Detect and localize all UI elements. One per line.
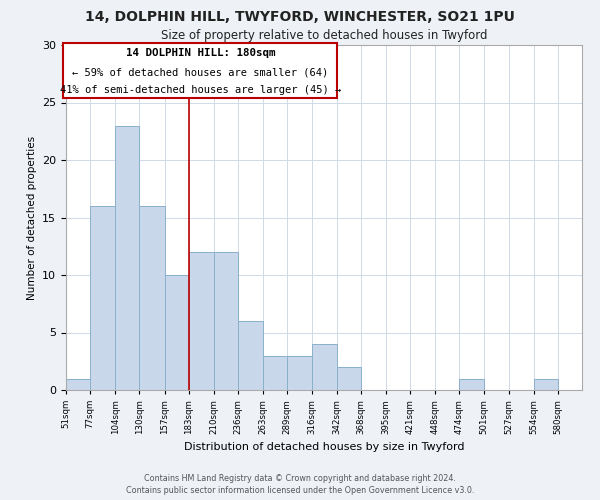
Bar [337, 367, 361, 390]
Text: 14, DOLPHIN HILL, TWYFORD, WINCHESTER, SO21 1PU: 14, DOLPHIN HILL, TWYFORD, WINCHESTER, S… [85, 10, 515, 24]
FancyBboxPatch shape [64, 44, 337, 98]
Bar [459, 378, 484, 390]
Bar [90, 206, 115, 390]
Bar [287, 356, 313, 390]
Bar [189, 252, 214, 390]
Bar [263, 356, 287, 390]
Text: Contains HM Land Registry data © Crown copyright and database right 2024.
Contai: Contains HM Land Registry data © Crown c… [126, 474, 474, 495]
Bar [139, 206, 164, 390]
Text: 41% of semi-detached houses are larger (45) →: 41% of semi-detached houses are larger (… [60, 84, 341, 94]
Bar [164, 275, 189, 390]
Bar [313, 344, 337, 390]
Bar [238, 321, 263, 390]
Bar [66, 378, 90, 390]
Bar [214, 252, 238, 390]
Text: ← 59% of detached houses are smaller (64): ← 59% of detached houses are smaller (64… [72, 68, 328, 78]
Bar [533, 378, 558, 390]
X-axis label: Distribution of detached houses by size in Twyford: Distribution of detached houses by size … [184, 442, 464, 452]
Title: Size of property relative to detached houses in Twyford: Size of property relative to detached ho… [161, 30, 487, 43]
Y-axis label: Number of detached properties: Number of detached properties [26, 136, 37, 300]
Text: 14 DOLPHIN HILL: 180sqm: 14 DOLPHIN HILL: 180sqm [125, 48, 275, 58]
Bar [115, 126, 139, 390]
